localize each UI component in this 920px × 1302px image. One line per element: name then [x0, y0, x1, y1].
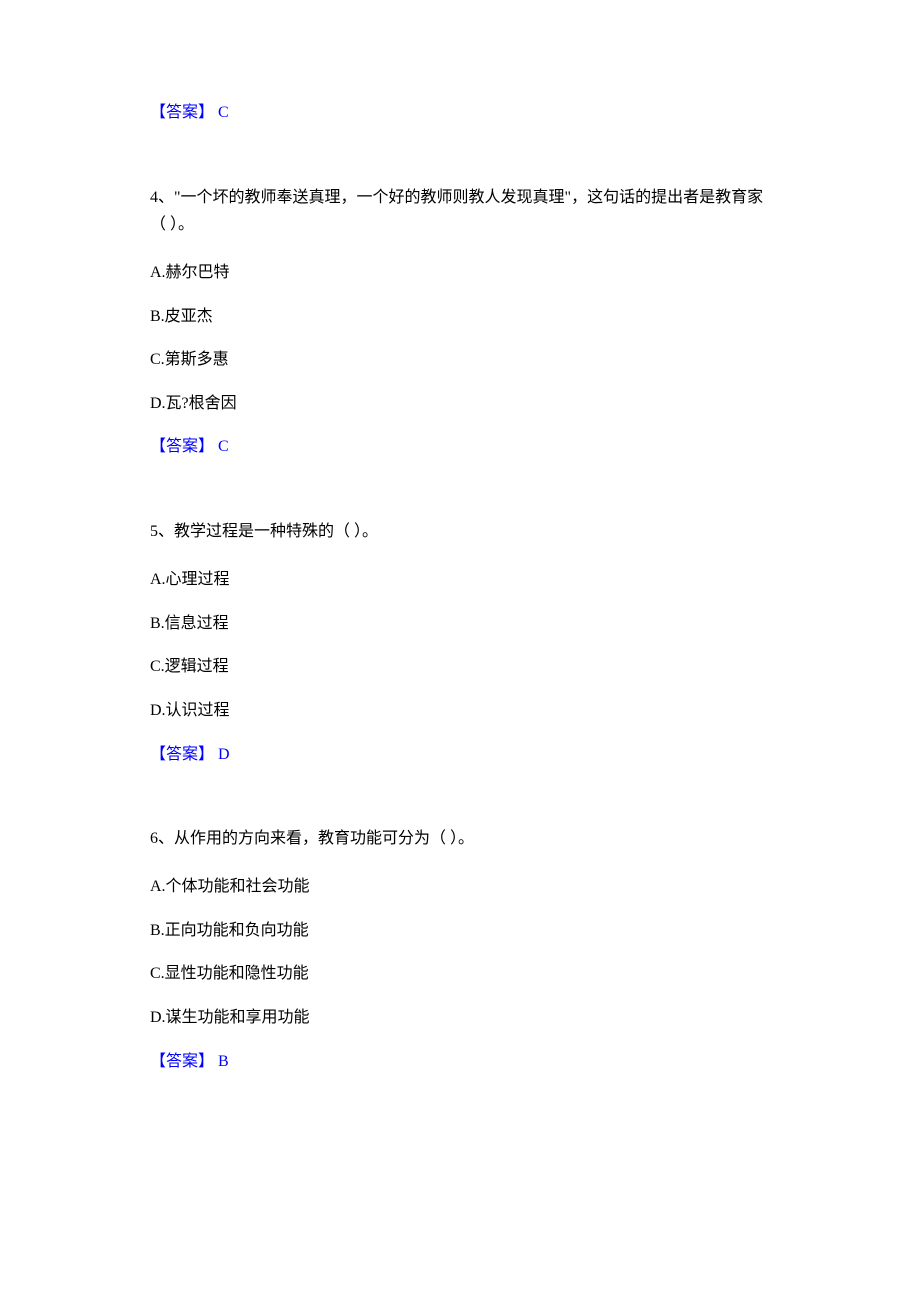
question-4: 4、"一个坏的教师奉送真理，一个好的教师则教人发现真理"，这句话的提出者是教育家…: [150, 184, 770, 460]
q4-text: 4、"一个坏的教师奉送真理，一个好的教师则教人发现真理"，这句话的提出者是教育家…: [150, 184, 770, 238]
answer-label: 【答案】: [150, 104, 218, 121]
q4-option-c: C.第斯多惠: [150, 347, 770, 373]
q5-text: 5、教学过程是一种特殊的（ ）。: [150, 518, 770, 545]
q4-option-b: B.皮亚杰: [150, 304, 770, 330]
q5-option-d: D.认识过程: [150, 698, 770, 724]
q5-option-b: B.信息过程: [150, 611, 770, 637]
answer-value: C: [218, 104, 229, 121]
q4-option-d: D.瓦?根舍因: [150, 391, 770, 417]
q3-answer: 【答案】 C: [150, 100, 770, 126]
q6-option-d: D.谋生功能和享用功能: [150, 1005, 770, 1031]
answer-label: 【答案】: [150, 1053, 218, 1070]
q6-option-a: A.个体功能和社会功能: [150, 874, 770, 900]
question-5: 5、教学过程是一种特殊的（ ）。 A.心理过程 B.信息过程 C.逻辑过程 D.…: [150, 518, 770, 767]
answer-value: D: [218, 746, 230, 763]
q5-option-a: A.心理过程: [150, 567, 770, 593]
q6-answer: 【答案】 B: [150, 1049, 770, 1075]
q5-answer: 【答案】 D: [150, 742, 770, 768]
q6-option-b: B.正向功能和负向功能: [150, 918, 770, 944]
answer-value: B: [218, 1053, 229, 1070]
q4-answer: 【答案】 C: [150, 434, 770, 460]
q6-option-c: C.显性功能和隐性功能: [150, 961, 770, 987]
q4-option-a: A.赫尔巴特: [150, 260, 770, 286]
answer-value: C: [218, 438, 229, 455]
question-6: 6、从作用的方向来看，教育功能可分为（ ）。 A.个体功能和社会功能 B.正向功…: [150, 825, 770, 1074]
q6-text: 6、从作用的方向来看，教育功能可分为（ ）。: [150, 825, 770, 852]
answer-label: 【答案】: [150, 746, 218, 763]
q5-option-c: C.逻辑过程: [150, 654, 770, 680]
answer-label: 【答案】: [150, 438, 218, 455]
